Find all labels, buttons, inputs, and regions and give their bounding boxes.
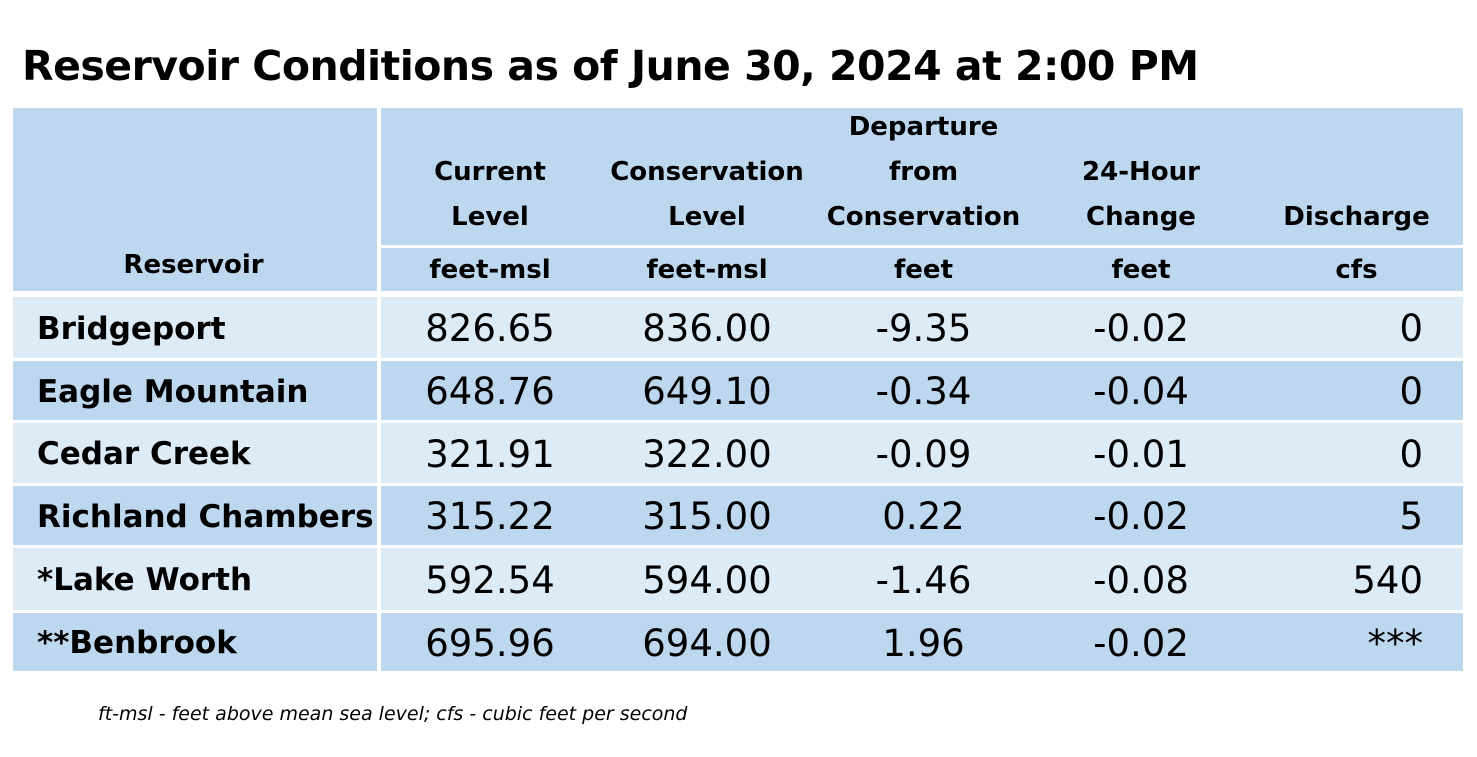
cell-current: 695.96 xyxy=(381,613,599,671)
page-title: Reservoir Conditions as of June 30, 2024… xyxy=(22,42,1199,90)
header-departure: Departure from Conservation xyxy=(815,108,1032,245)
cell-current: 592.54 xyxy=(381,548,599,610)
cell-change: -0.02 xyxy=(1032,297,1250,358)
cell-departure: -1.46 xyxy=(815,548,1032,610)
cell-current: 321.91 xyxy=(381,423,599,483)
table-row-name: **Benbrook xyxy=(13,613,377,671)
reservoir-table: Reservoir Current Level Conservation Level… xyxy=(13,108,1463,671)
cell-current: 315.22 xyxy=(381,486,599,545)
header-conservation-level: Conservation Level xyxy=(599,108,815,245)
unit-24-hour-change: feet xyxy=(1032,248,1250,291)
table-row-name: *Lake Worth xyxy=(13,548,377,610)
unit-discharge: cfs xyxy=(1250,248,1463,291)
table-row-name: Eagle Mountain xyxy=(13,361,377,420)
cell-discharge: 5 xyxy=(1250,486,1463,545)
cell-conservation: 315.00 xyxy=(599,486,815,545)
cell-departure: -9.35 xyxy=(815,297,1032,358)
cell-current: 648.76 xyxy=(381,361,599,420)
unit-departure: feet xyxy=(815,248,1032,291)
cell-departure: 0.22 xyxy=(815,486,1032,545)
cell-discharge: *** xyxy=(1250,613,1463,671)
table-row-name: Richland Chambers xyxy=(13,486,377,545)
unit-conservation-level: feet-msl xyxy=(599,248,815,291)
table-row-name: Bridgeport xyxy=(13,297,377,358)
cell-departure: -0.09 xyxy=(815,423,1032,483)
table-row-name: Cedar Creek xyxy=(13,423,377,483)
cell-discharge: 540 xyxy=(1250,548,1463,610)
cell-change: -0.01 xyxy=(1032,423,1250,483)
header-discharge: Discharge xyxy=(1250,108,1463,245)
cell-discharge: 0 xyxy=(1250,297,1463,358)
cell-conservation: 694.00 xyxy=(599,613,815,671)
cell-discharge: 0 xyxy=(1250,361,1463,420)
cell-conservation: 649.10 xyxy=(599,361,815,420)
cell-current: 826.65 xyxy=(381,297,599,358)
cell-departure: 1.96 xyxy=(815,613,1032,671)
cell-change: -0.02 xyxy=(1032,486,1250,545)
unit-current-level: feet-msl xyxy=(381,248,599,291)
header-reservoir: Reservoir xyxy=(13,108,377,291)
cell-departure: -0.34 xyxy=(815,361,1032,420)
cell-change: -0.02 xyxy=(1032,613,1250,671)
header-24-hour-change: 24-Hour Change xyxy=(1032,108,1250,245)
cell-conservation: 836.00 xyxy=(599,297,815,358)
cell-change: -0.08 xyxy=(1032,548,1250,610)
cell-conservation: 322.00 xyxy=(599,423,815,483)
header-current-level: Current Level xyxy=(381,108,599,245)
footnote: ft-msl - feet above mean sea level; cfs … xyxy=(98,703,688,725)
cell-change: -0.04 xyxy=(1032,361,1250,420)
cell-discharge: 0 xyxy=(1250,423,1463,483)
cell-conservation: 594.00 xyxy=(599,548,815,610)
